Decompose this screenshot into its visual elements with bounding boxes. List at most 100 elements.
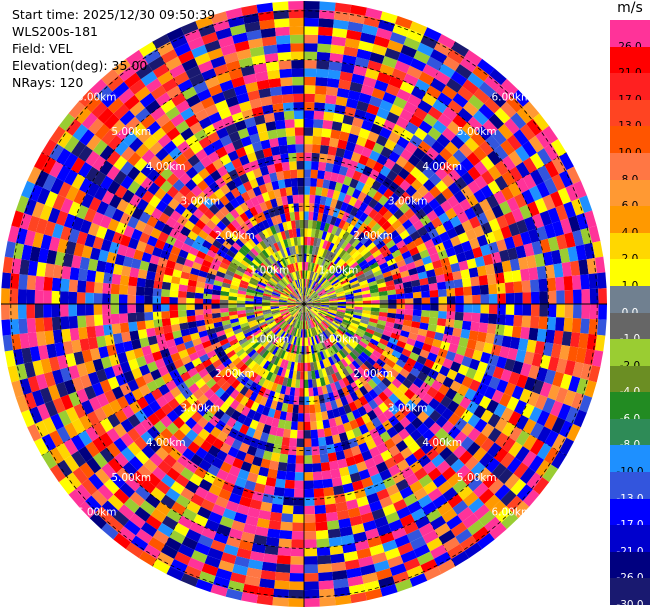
velocity-gate	[480, 313, 489, 323]
velocity-gate	[314, 111, 325, 120]
velocity-gate	[121, 332, 131, 343]
velocity-gate	[85, 293, 94, 304]
velocity-gate	[283, 170, 291, 179]
velocity-gate	[430, 311, 439, 318]
velocity-gate	[316, 69, 329, 78]
velocity-gate	[523, 292, 532, 304]
velocity-gate	[304, 506, 315, 515]
velocity-gate	[298, 186, 304, 195]
velocity-gate	[296, 153, 304, 162]
velocity-gate	[470, 322, 480, 332]
velocity-gate	[304, 60, 317, 69]
velocity-gate	[228, 300, 237, 304]
velocity-gate	[299, 388, 304, 397]
velocity-gate	[304, 556, 318, 565]
velocity-gate	[371, 304, 380, 308]
velocity-gate	[304, 455, 312, 464]
ring-label: 5.00km	[111, 126, 151, 138]
velocity-gate	[304, 405, 310, 414]
velocity-gate	[26, 289, 35, 304]
velocity-gate	[286, 463, 295, 472]
velocity-gate	[304, 85, 315, 94]
ring-label: 3.00km	[388, 403, 428, 415]
velocity-gate	[555, 317, 564, 331]
velocity-gate	[278, 538, 291, 547]
velocity-gate	[86, 326, 96, 338]
velocity-gate	[268, 78, 281, 88]
velocity-gate	[318, 563, 332, 572]
colorbar-unit: m/s	[610, 0, 650, 16]
velocity-gate	[304, 94, 315, 103]
velocity-gate	[170, 317, 179, 325]
velocity-gate	[292, 531, 304, 540]
velocity-gate	[454, 320, 463, 329]
velocity-gate	[263, 45, 277, 55]
velocity-gate	[291, 539, 304, 548]
velocity-gate	[565, 304, 574, 318]
velocity-gate	[297, 178, 304, 187]
velocity-gate	[495, 324, 505, 335]
velocity-gate	[304, 573, 319, 582]
velocity-gate	[280, 77, 292, 86]
velocity-gate	[404, 309, 413, 315]
velocity-gate	[170, 290, 179, 297]
velocity-gate	[35, 304, 44, 318]
velocity-gate	[430, 297, 439, 304]
velocity-gate	[539, 304, 548, 317]
velocity-gate	[323, 111, 334, 121]
velocity-gate	[137, 278, 146, 288]
velocity-gate	[598, 288, 607, 304]
velocity-gate	[319, 597, 335, 607]
velocity-gate	[322, 479, 332, 489]
velocity-gate	[371, 300, 380, 304]
velocity-gate	[354, 304, 362, 307]
velocity-gate	[291, 421, 298, 430]
velocity-gate	[513, 315, 522, 327]
velocity-gate	[211, 304, 220, 309]
velocity-gate	[144, 304, 153, 312]
velocity-gate	[288, 153, 296, 162]
velocity-gate	[311, 170, 318, 179]
velocity-gate	[300, 228, 304, 237]
velocity-gate	[94, 315, 103, 326]
velocity-gate	[329, 138, 339, 148]
velocity-gate	[203, 309, 212, 315]
velocity-gate	[103, 272, 113, 283]
velocity-gate	[68, 292, 77, 304]
velocity-gate	[310, 186, 317, 195]
velocity-gate	[70, 328, 80, 341]
velocity-gate	[144, 287, 153, 296]
velocity-gate	[304, 186, 310, 195]
velocity-gate	[272, 495, 283, 505]
velocity-gate	[422, 304, 431, 311]
velocity-gate	[455, 287, 464, 296]
velocity-gate	[388, 299, 397, 304]
velocity-gate	[304, 203, 309, 212]
velocity-gate	[278, 547, 292, 556]
velocity-gate	[315, 77, 327, 86]
velocity-gate	[311, 430, 318, 439]
velocity-gate	[169, 304, 178, 311]
velocity-gate	[304, 380, 308, 389]
velocity-gate	[295, 464, 304, 473]
velocity-gate	[538, 278, 547, 291]
velocity-gate	[309, 404, 315, 413]
colorbar: m/s 26.021.017.013.010.08.06.04.02.01.00…	[610, 0, 650, 610]
velocity-gate	[446, 288, 455, 296]
velocity-gate	[283, 429, 291, 438]
velocity-gate	[538, 316, 547, 329]
velocity-gate	[129, 267, 139, 277]
velocity-gate	[304, 144, 312, 153]
velocity-gate	[460, 329, 470, 339]
velocity-gate	[513, 281, 522, 293]
velocity-gate	[119, 294, 128, 304]
velocity-gate	[497, 304, 506, 315]
velocity-gate	[266, 121, 277, 131]
velocity-gate	[220, 300, 229, 304]
velocity-gate	[317, 170, 325, 179]
velocity-gate	[136, 312, 145, 321]
velocity-gate	[311, 153, 319, 162]
velocity-gate	[304, 26, 319, 35]
velocity-gate	[60, 304, 69, 317]
velocity-gate	[119, 313, 128, 323]
